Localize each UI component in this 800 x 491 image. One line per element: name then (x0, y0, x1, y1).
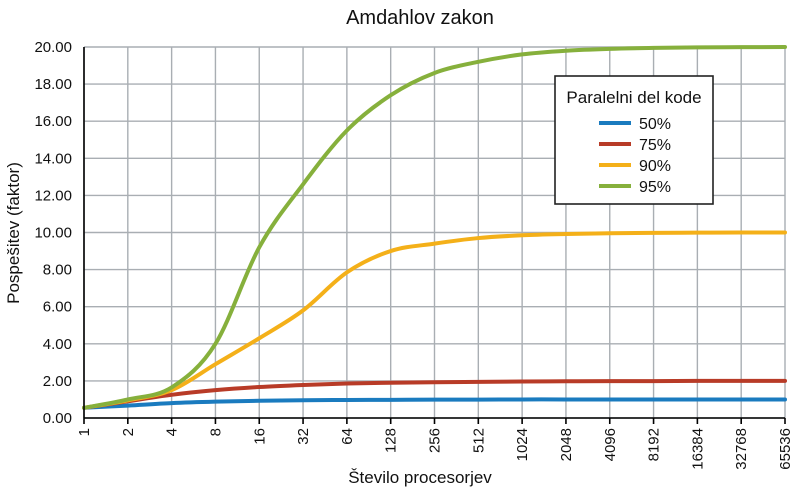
legend-box (554, 75, 714, 205)
y-tick-label: 14.00 (34, 150, 72, 167)
series-line-75pct (82, 378, 787, 410)
x-tick-label: 128 (383, 428, 400, 453)
legend-title: Paralelni del kode (566, 88, 701, 107)
y-tick-label: 8.00 (43, 262, 72, 279)
series-line-90pct (82, 230, 787, 410)
y-tick-label: 20.00 (34, 39, 72, 56)
x-tick-label: 2048 (558, 428, 575, 461)
x-tick-labels: 1 2 4 8 16 32 64 128 256 512 1024 2048 4096 8192 16384… (76, 428, 794, 470)
y-axis-title: Pospešitev (faktor) (4, 162, 23, 304)
series-line-50pct (82, 397, 787, 410)
x-tick-label: 32768 (733, 428, 750, 470)
legend-label: 90% (639, 158, 671, 175)
legend-label: 75% (639, 137, 671, 154)
x-tick-label: 256 (427, 428, 444, 453)
y-tick-label: 12.00 (34, 187, 72, 204)
x-axis-title: Število procesorjev (348, 468, 492, 487)
axes (83, 47, 786, 424)
legend-items: 50% 75% 90% 95% (599, 116, 671, 196)
y-tick-label: 6.00 (43, 299, 72, 316)
x-tick-label: 65536 (777, 428, 794, 470)
y-tick-labels: 0.00 2.00 4.00 6.00 8.00 10.00 12.00 14.00 16.00… (34, 39, 72, 427)
x-tick-label: 32 (295, 428, 312, 445)
y-tick-label: 4.00 (43, 336, 72, 353)
x-tick-label: 1 (76, 428, 93, 436)
x-tick-label: 2 (120, 428, 137, 436)
x-tick-label: 16 (251, 428, 268, 445)
chart-title: Amdahlov zakon (346, 7, 494, 29)
x-tick-label: 64 (339, 428, 356, 445)
legend-label: 50% (639, 116, 671, 133)
y-tick-label: 18.00 (34, 76, 72, 93)
x-tick-label: 8192 (646, 428, 663, 461)
legend-label: 95% (639, 179, 671, 196)
x-tick-label: 4096 (602, 428, 619, 461)
x-tick-label: 8 (207, 428, 224, 436)
y-tick-label: 0.00 (43, 410, 72, 427)
y-tick-label: 2.00 (43, 373, 72, 390)
series-line-95pct (82, 45, 787, 410)
y-tick-label: 10.00 (34, 225, 72, 242)
x-tick-label: 16384 (689, 428, 706, 470)
x-tick-label: 4 (164, 428, 181, 436)
series-lines (82, 45, 787, 410)
y-tick-label: 16.00 (34, 113, 72, 130)
x-tick-label: 512 (470, 428, 487, 453)
x-tick-label: 1024 (514, 428, 531, 461)
legend: Paralelni del kode 50% 75% 90% 95% (554, 75, 714, 205)
